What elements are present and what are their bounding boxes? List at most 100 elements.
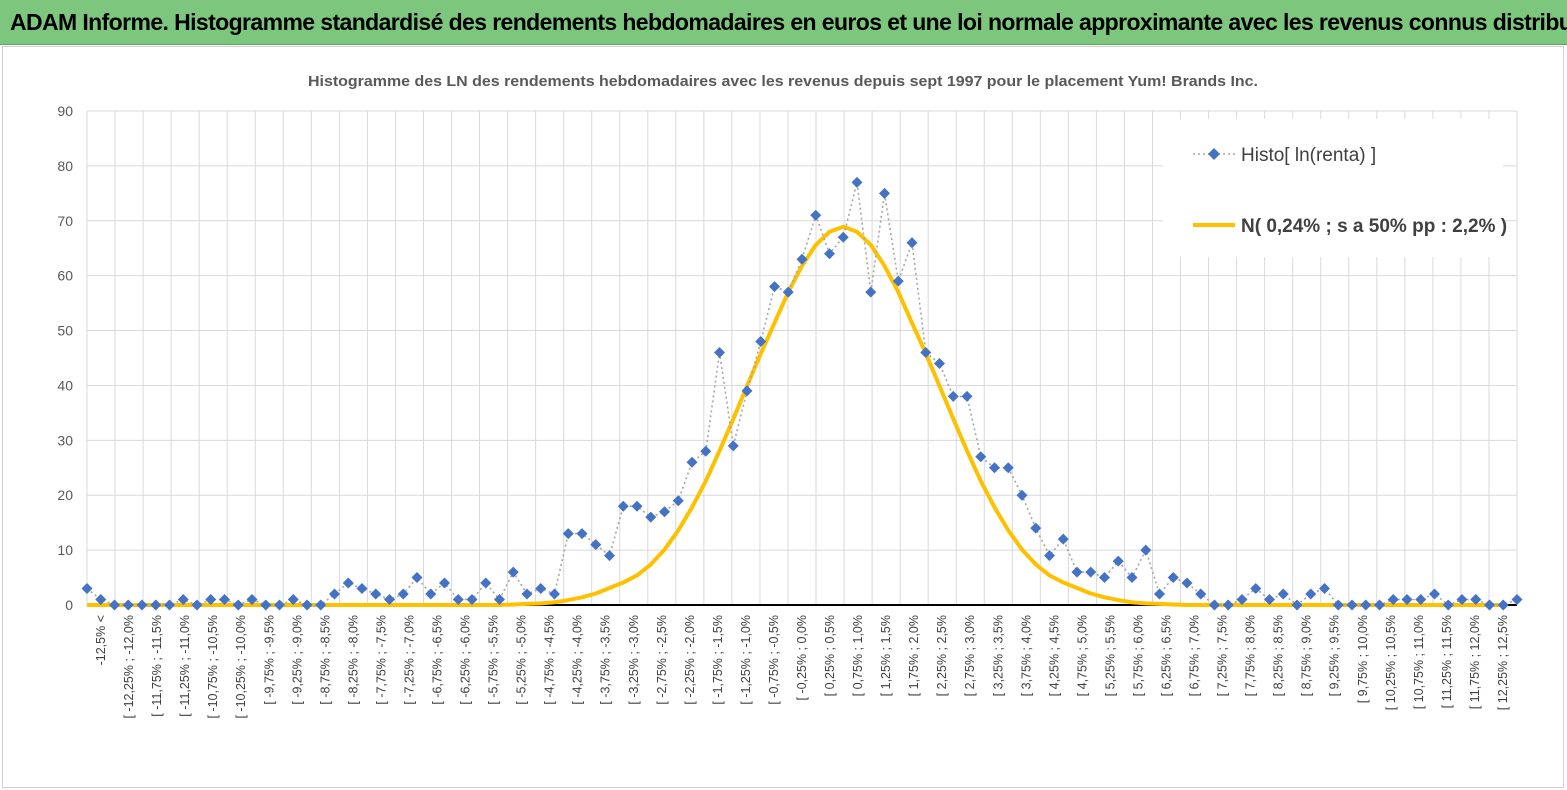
histogram-point [136,599,148,611]
histogram-point [191,599,203,611]
x-tick-label: [ -11,75% ; -11,5% [150,615,164,717]
histogram-point [782,286,794,298]
histogram-point [686,456,698,468]
x-tick-label: [ 2,75% ; 3,0% [963,615,977,696]
histogram-point [865,286,877,298]
x-tick-label: [ -9,25% ; -9,0% [290,615,304,705]
y-tick-label: 60 [57,268,73,284]
histogram-point [824,248,835,260]
x-tick-label: [ -8,25% ; -8,0% [346,615,360,705]
histogram-point [1387,594,1399,606]
histogram-point [1360,599,1372,611]
x-tick-label: [ 0,25% ; 0,5% [823,615,837,696]
histogram-point [1222,599,1234,611]
histogram-point [329,588,340,600]
histogram-point [1112,555,1124,567]
x-tick-label: [ -7,25% ; -7,0% [402,615,416,705]
histogram-point [1470,594,1482,606]
histogram-point [466,594,478,606]
histogram-point [879,187,890,199]
histogram-point [1332,599,1344,611]
histogram-point [452,594,464,606]
histogram-point [1099,572,1110,584]
histogram-point [1497,599,1509,611]
y-tick-label: 70 [57,213,73,229]
histogram-point [535,583,547,595]
histogram-point [122,599,134,611]
x-tick-label: [ -10,75% ; -10,5% [206,615,220,719]
histogram-point [1140,544,1152,556]
chart-title: Histogramme des LN des rendements hebdom… [308,73,1258,90]
x-tick-label: [ -9,75% ; -9,5% [262,615,276,705]
histogram-point [425,588,437,600]
x-tick-label: [ -0,25% ; 0,0% [795,615,809,700]
histogram-point [1346,599,1358,611]
histogram-point [1057,533,1069,545]
histogram-point [384,594,395,606]
x-tick-label: [ -2,75% ; -2,5% [655,615,669,705]
histogram-point [1374,599,1385,611]
histogram-point [920,347,932,359]
histogram-point [1195,588,1207,600]
y-tick-label: 50 [57,323,73,339]
legend-histo-label: Histo[ ln(renta) ] [1241,145,1376,166]
histogram-point [521,588,533,600]
x-tick-label: [ -6,25% ; -6,0% [459,615,473,705]
x-tick-label: [ 1,75% ; 2,0% [907,615,921,696]
x-tick-label: [ -1,75% ; -1,5% [711,615,725,705]
y-tick-label: 80 [57,158,73,174]
x-tick-label: [ -4,75% ; -4,5% [543,615,557,705]
x-tick-label: [ -1,25% ; -1,0% [739,615,753,705]
histogram-point [1181,577,1193,589]
x-tick-label: [ 5,25% ; 5,5% [1103,615,1117,696]
x-tick-label: [ -4,25% ; -4,0% [571,615,585,705]
histogram-point [659,506,670,518]
histogram-point [906,237,918,249]
histogram-point [837,231,849,243]
x-tick-label: [ 6,75% ; 7,0% [1188,615,1202,696]
histogram-point [1442,599,1454,611]
x-tick-label: [ 4,25% ; 4,5% [1047,615,1061,696]
x-tick-label: [ -5,25% ; -5,0% [515,615,529,705]
histogram-point [1016,489,1028,501]
histogram-point [1415,594,1427,606]
histogram-point [851,176,863,188]
histogram-point [741,385,753,397]
x-tick-label: [ 7,75% ; 8,0% [1244,615,1258,696]
histogram-point [617,500,629,512]
histogram-point [205,594,217,606]
x-tick-label: [ 11,75% ; 12,0% [1468,615,1482,709]
x-tick-label: [ 4,75% ; 5,0% [1075,615,1089,696]
histogram-point [150,599,162,611]
histogram-point [1236,594,1248,606]
histogram-point [700,445,712,457]
histogram-point [301,599,313,611]
histogram-point [164,599,175,611]
histogram-point [1456,594,1468,606]
histogram-point [727,440,739,452]
histogram-point [177,594,189,606]
histogram-point [315,599,327,611]
x-tick-label: [ -0,75% ; -0,5% [767,615,781,705]
histogram-point [1071,566,1083,578]
histogram-point [1250,583,1262,595]
histogram-point [714,347,725,359]
chart-frame: Histogramme des LN des rendements hebdom… [2,46,1564,788]
histogram-point [287,594,299,606]
histogram-point [411,572,423,584]
histogram-point [1154,588,1165,600]
histogram-point [1167,572,1179,584]
x-tick-label: [ -10,25% ; -10,0% [234,615,248,719]
histogram-chart: Histogramme des LN des rendements hebdom… [57,73,1523,719]
histogram-point [274,599,285,611]
histogram-point [1085,566,1097,578]
histogram-point [947,390,959,402]
x-tick-label: [ 7,25% ; 7,5% [1216,615,1230,696]
histogram-point [1305,588,1317,600]
x-tick-label: [ -11,25% ; -11,0% [178,615,192,717]
title-banner: ADAM Informe. Histogramme standardisé de… [0,0,1567,45]
y-tick-label: 0 [65,597,73,613]
legend-histo-marker [1208,148,1220,160]
histogram-point [796,253,808,265]
legend-box [1163,119,1503,257]
